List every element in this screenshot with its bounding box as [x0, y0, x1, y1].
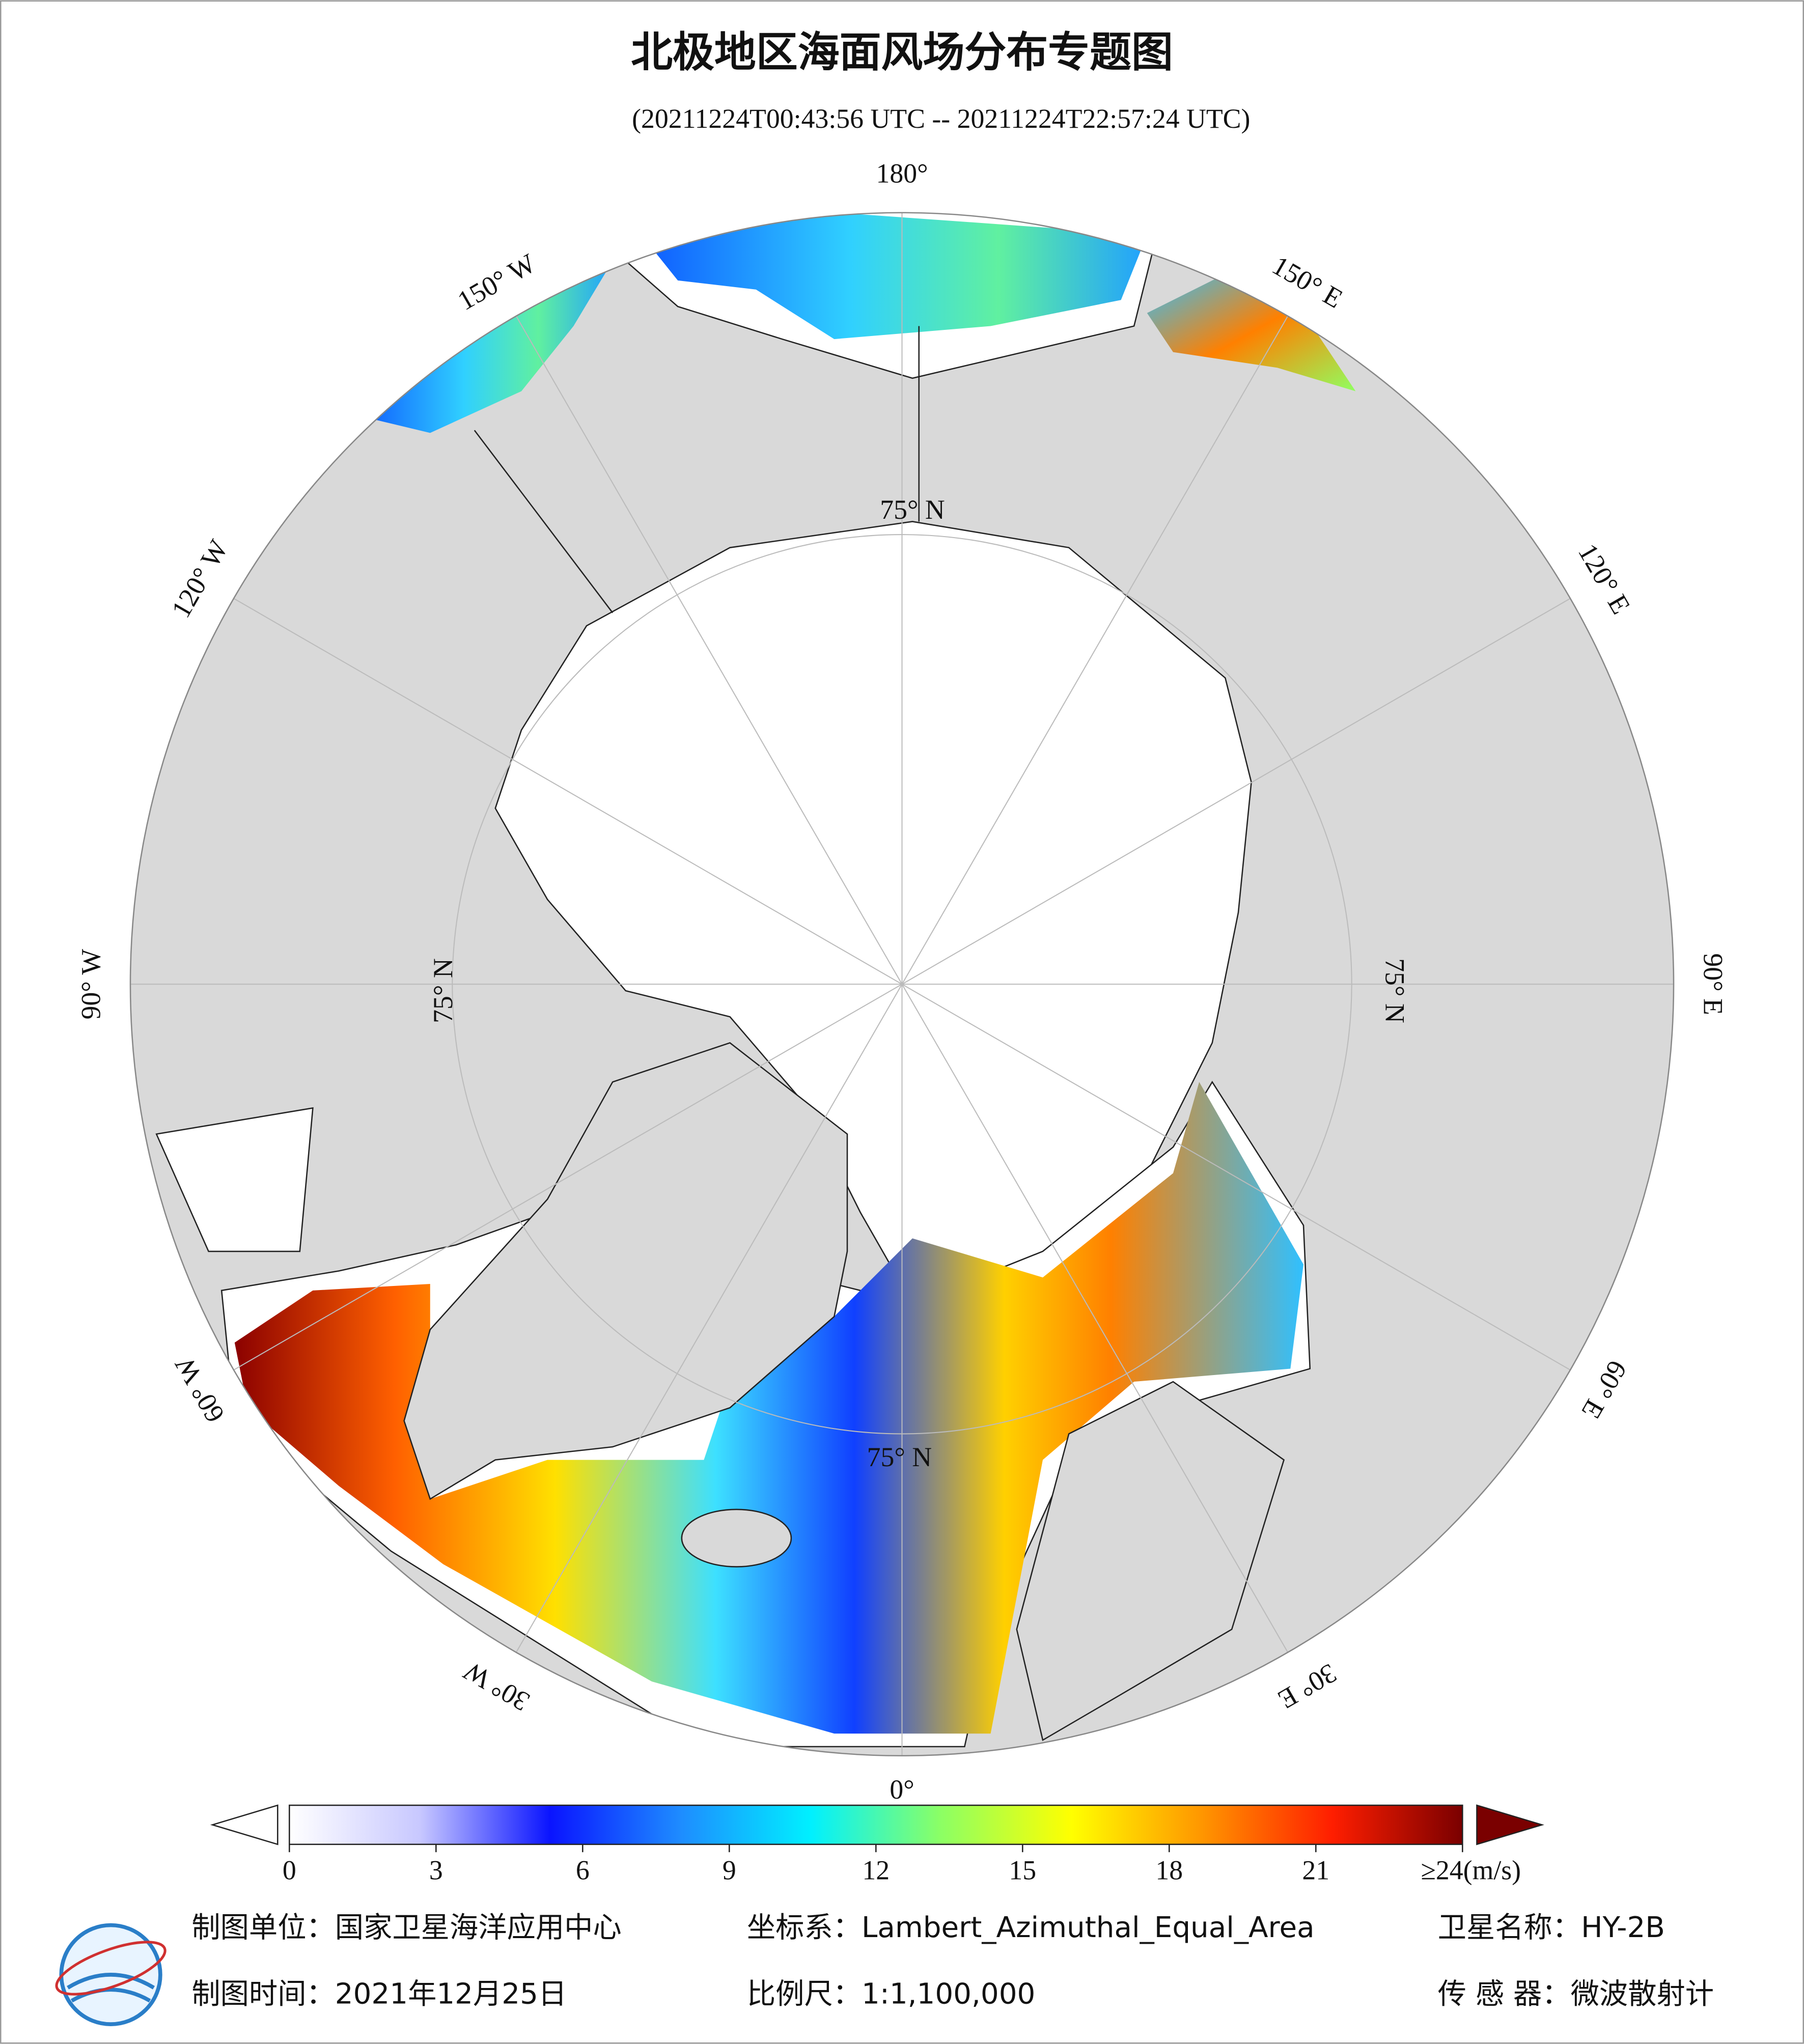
- lon-label: 90° W: [76, 949, 106, 1020]
- footer-crs: 坐标系：Lambert_Azimuthal_Equal_Area: [747, 1911, 1315, 1944]
- meridian: [901, 316, 1289, 985]
- lon-label: 120° E: [1572, 539, 1636, 620]
- wind-field: [365, 261, 613, 433]
- colorbar-tick-label: ≥24(m/s): [1421, 1855, 1521, 1885]
- lat-label: 75° N: [867, 1442, 932, 1472]
- footer-date: 制图时间：2021年12月25日: [191, 1977, 567, 2010]
- map: [130, 212, 1674, 1756]
- lon-label: 150° W: [452, 247, 540, 316]
- meridian: [515, 984, 903, 1653]
- lon-label: 150° E: [1267, 250, 1348, 314]
- map-border: [129, 212, 1675, 1757]
- colorbar-tick-label: 9: [723, 1855, 736, 1885]
- graticule: [130, 212, 1674, 1756]
- meridian: [233, 598, 903, 985]
- colorbar-tick-label: 12: [862, 1855, 890, 1885]
- colorbar-ramp: [289, 1804, 1463, 1845]
- lon-label: 120° W: [165, 535, 234, 623]
- lat-label: 75° N: [428, 958, 458, 1023]
- meridian: [901, 984, 1571, 1370]
- colorbar-tick-label: 0: [283, 1855, 296, 1885]
- meridian: [233, 984, 903, 1370]
- footer-sensor: 传 感 器：微波散射计: [1438, 1977, 1714, 2010]
- hudson-bay: [155, 1107, 314, 1252]
- iceland: [681, 1508, 792, 1567]
- wind-field: [234, 1082, 1303, 1734]
- lon-label: 0°: [890, 1774, 914, 1805]
- lon-label: 60° E: [1576, 1355, 1633, 1424]
- lat-label: 75° N: [1380, 958, 1410, 1023]
- colorbar-under: [210, 1804, 279, 1845]
- lon-label: 60° W: [169, 1352, 230, 1428]
- logo: [55, 1923, 166, 2026]
- scandinavia: [1016, 1381, 1285, 1742]
- lon-label: 180°: [876, 158, 928, 188]
- footer-unit: 制图单位：国家卫星海洋应用中心: [191, 1911, 621, 1944]
- colorbar-tick-label: 6: [576, 1855, 590, 1885]
- colorbar-tick-label: 21: [1302, 1855, 1329, 1885]
- greenland: [403, 1042, 848, 1500]
- colorbar-tick-label: 18: [1155, 1855, 1183, 1885]
- colorbar: 0 3 6 9 12 15 18 21 ≥24(m/s): [210, 1804, 1544, 1885]
- lat-label: 75° N: [880, 494, 945, 525]
- meridian: [515, 316, 903, 985]
- footer-satellite: 卫星名称：HY-2B: [1438, 1911, 1665, 1944]
- meridian: [901, 984, 1289, 1653]
- wind-field: [651, 212, 1147, 340]
- colorbar-tick-label: 3: [429, 1855, 443, 1885]
- meridian: [901, 598, 1571, 985]
- border: [474, 430, 614, 613]
- title: 北极地区海面风场分布专题图: [631, 28, 1173, 76]
- subtitle: (20211224T00:43:56 UTC -- 20211224T22:57…: [632, 103, 1250, 134]
- footer-scale: 比例尺：1:1,100,000: [747, 1977, 1036, 2010]
- colorbar-tick-label: 15: [1009, 1855, 1036, 1885]
- lon-label: 90° E: [1698, 954, 1728, 1016]
- lon-label: 30° W: [458, 1656, 535, 1717]
- lon-label: 30° E: [1273, 1658, 1342, 1715]
- colorbar-over: [1476, 1804, 1544, 1845]
- wind-field: [1147, 274, 1356, 391]
